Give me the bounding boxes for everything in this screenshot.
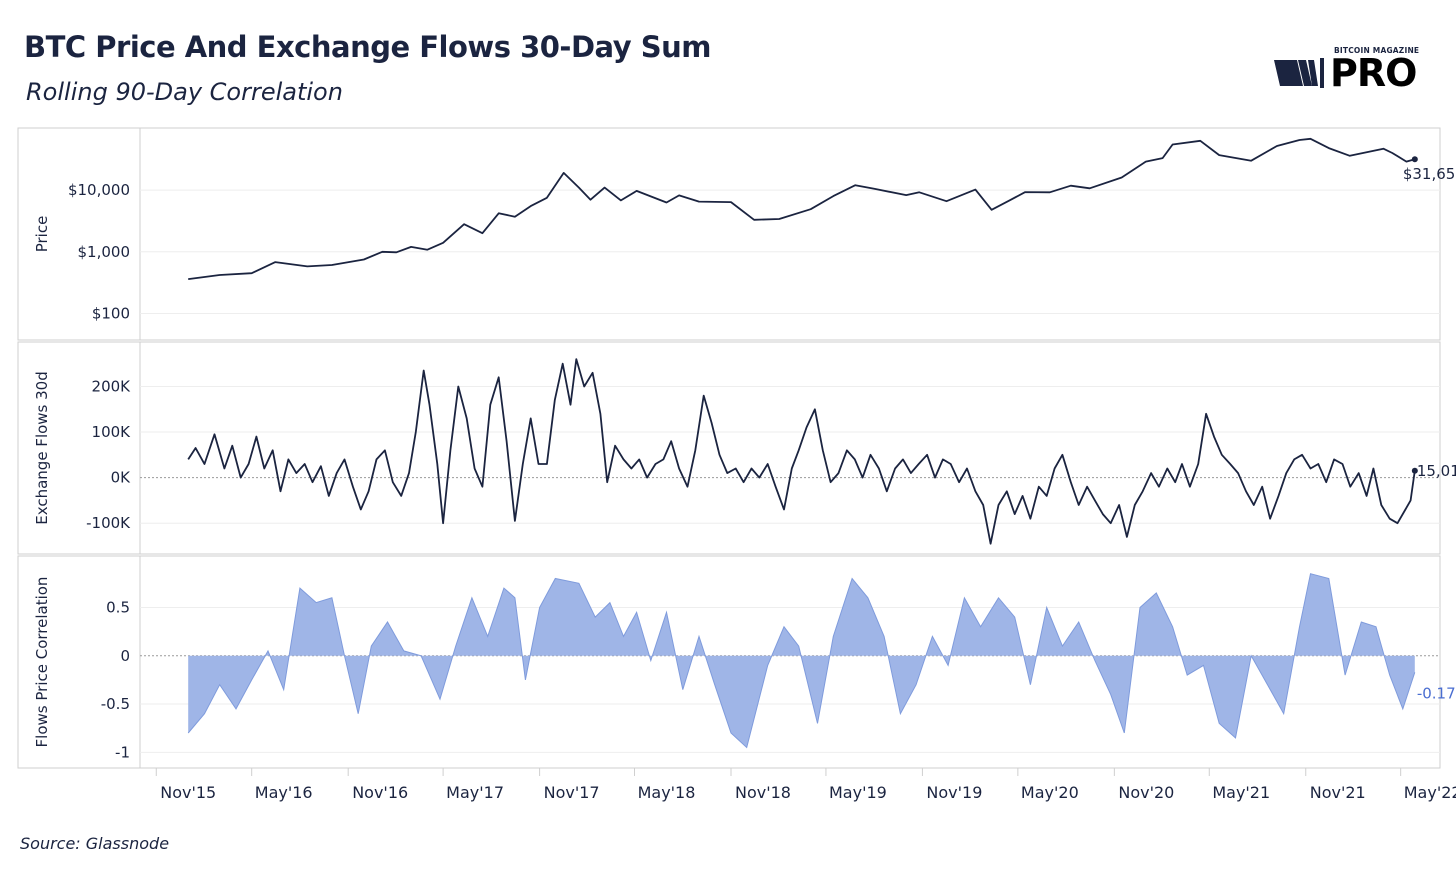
- y-tick-label: 200K: [92, 377, 132, 395]
- end-point-marker: [1411, 467, 1418, 474]
- x-tick-label: Nov'17: [544, 783, 600, 802]
- x-tick-label: May'17: [446, 783, 504, 802]
- x-tick-label: Nov'19: [926, 783, 982, 802]
- x-tick-label: May'20: [1021, 783, 1079, 802]
- panel-frame: [17, 341, 1441, 555]
- y-tick-label: 100K: [92, 423, 132, 441]
- end-point-marker: [1411, 156, 1418, 163]
- x-tick-label: Nov'15: [160, 783, 216, 802]
- bitcoin-magazine-pro-logo: BITCOIN MAGAZINE PRO: [1274, 46, 1436, 96]
- y-tick-label: $10,000: [68, 181, 130, 199]
- end-value-label: -0.171: [1417, 684, 1456, 702]
- chart-title: BTC Price And Exchange Flows 30-Day Sum: [24, 30, 711, 64]
- y-tick-label: 0.5: [106, 598, 130, 616]
- y-axis-label: Price: [33, 216, 51, 253]
- correlation-line: [187, 573, 1416, 749]
- y-tick-label: 0K: [111, 469, 132, 487]
- y-tick-label: 0: [120, 647, 130, 665]
- chart-subtitle: Rolling 90-Day Correlation: [26, 78, 343, 106]
- x-tick-label: May'21: [1212, 783, 1270, 802]
- source-note: Source: Glassnode: [20, 834, 170, 853]
- x-axis: Nov'15 May'16 Nov'16 May'17 Nov'17 May'18 Nov'…: [155, 768, 1456, 802]
- x-tick-label: Nov'18: [735, 783, 791, 802]
- x-tick-label: Nov'21: [1310, 783, 1366, 802]
- y-axis-label: Flows Price Correlation: [33, 577, 51, 748]
- end-value-label: 15,012: [1417, 462, 1456, 480]
- x-tick-label: May'22: [1404, 783, 1456, 802]
- y-tick-label: -100K: [86, 514, 131, 532]
- panel-2: -100K 0K 100K 200K Exchange Flows 30d 15,012: [33, 358, 1456, 545]
- panel-frame: [17, 555, 1441, 769]
- logo-main-text: PRO: [1330, 51, 1417, 95]
- logo-bars-icon: [1274, 58, 1324, 88]
- y-tick-label: $1,000: [78, 243, 131, 261]
- y-tick-label: $100: [92, 304, 130, 322]
- x-tick-label: May'18: [638, 783, 696, 802]
- x-tick-label: May'16: [255, 783, 313, 802]
- panel-3: -1 -0.5 0 0.5 Flows Price Correlation -0.171: [33, 573, 1456, 761]
- y-axis-label: Exchange Flows 30d: [33, 371, 51, 525]
- panel-frame: [17, 127, 1441, 341]
- y-tick-label: -0.5: [101, 695, 130, 713]
- exchange-flows-line: [187, 358, 1416, 545]
- panel-1: $100 $1,000 $10,000 Price $31,659: [33, 137, 1456, 322]
- end-value-label: $31,659: [1403, 165, 1456, 183]
- price-line: [188, 137, 1416, 280]
- x-tick-label: Nov'16: [352, 783, 408, 802]
- x-tick-label: Nov'20: [1118, 783, 1174, 802]
- x-tick-label: May'19: [829, 783, 887, 802]
- y-tick-label: -1: [115, 743, 130, 761]
- correlation-area: [188, 573, 1415, 748]
- logo-top-text: BITCOIN MAGAZINE: [1334, 46, 1420, 55]
